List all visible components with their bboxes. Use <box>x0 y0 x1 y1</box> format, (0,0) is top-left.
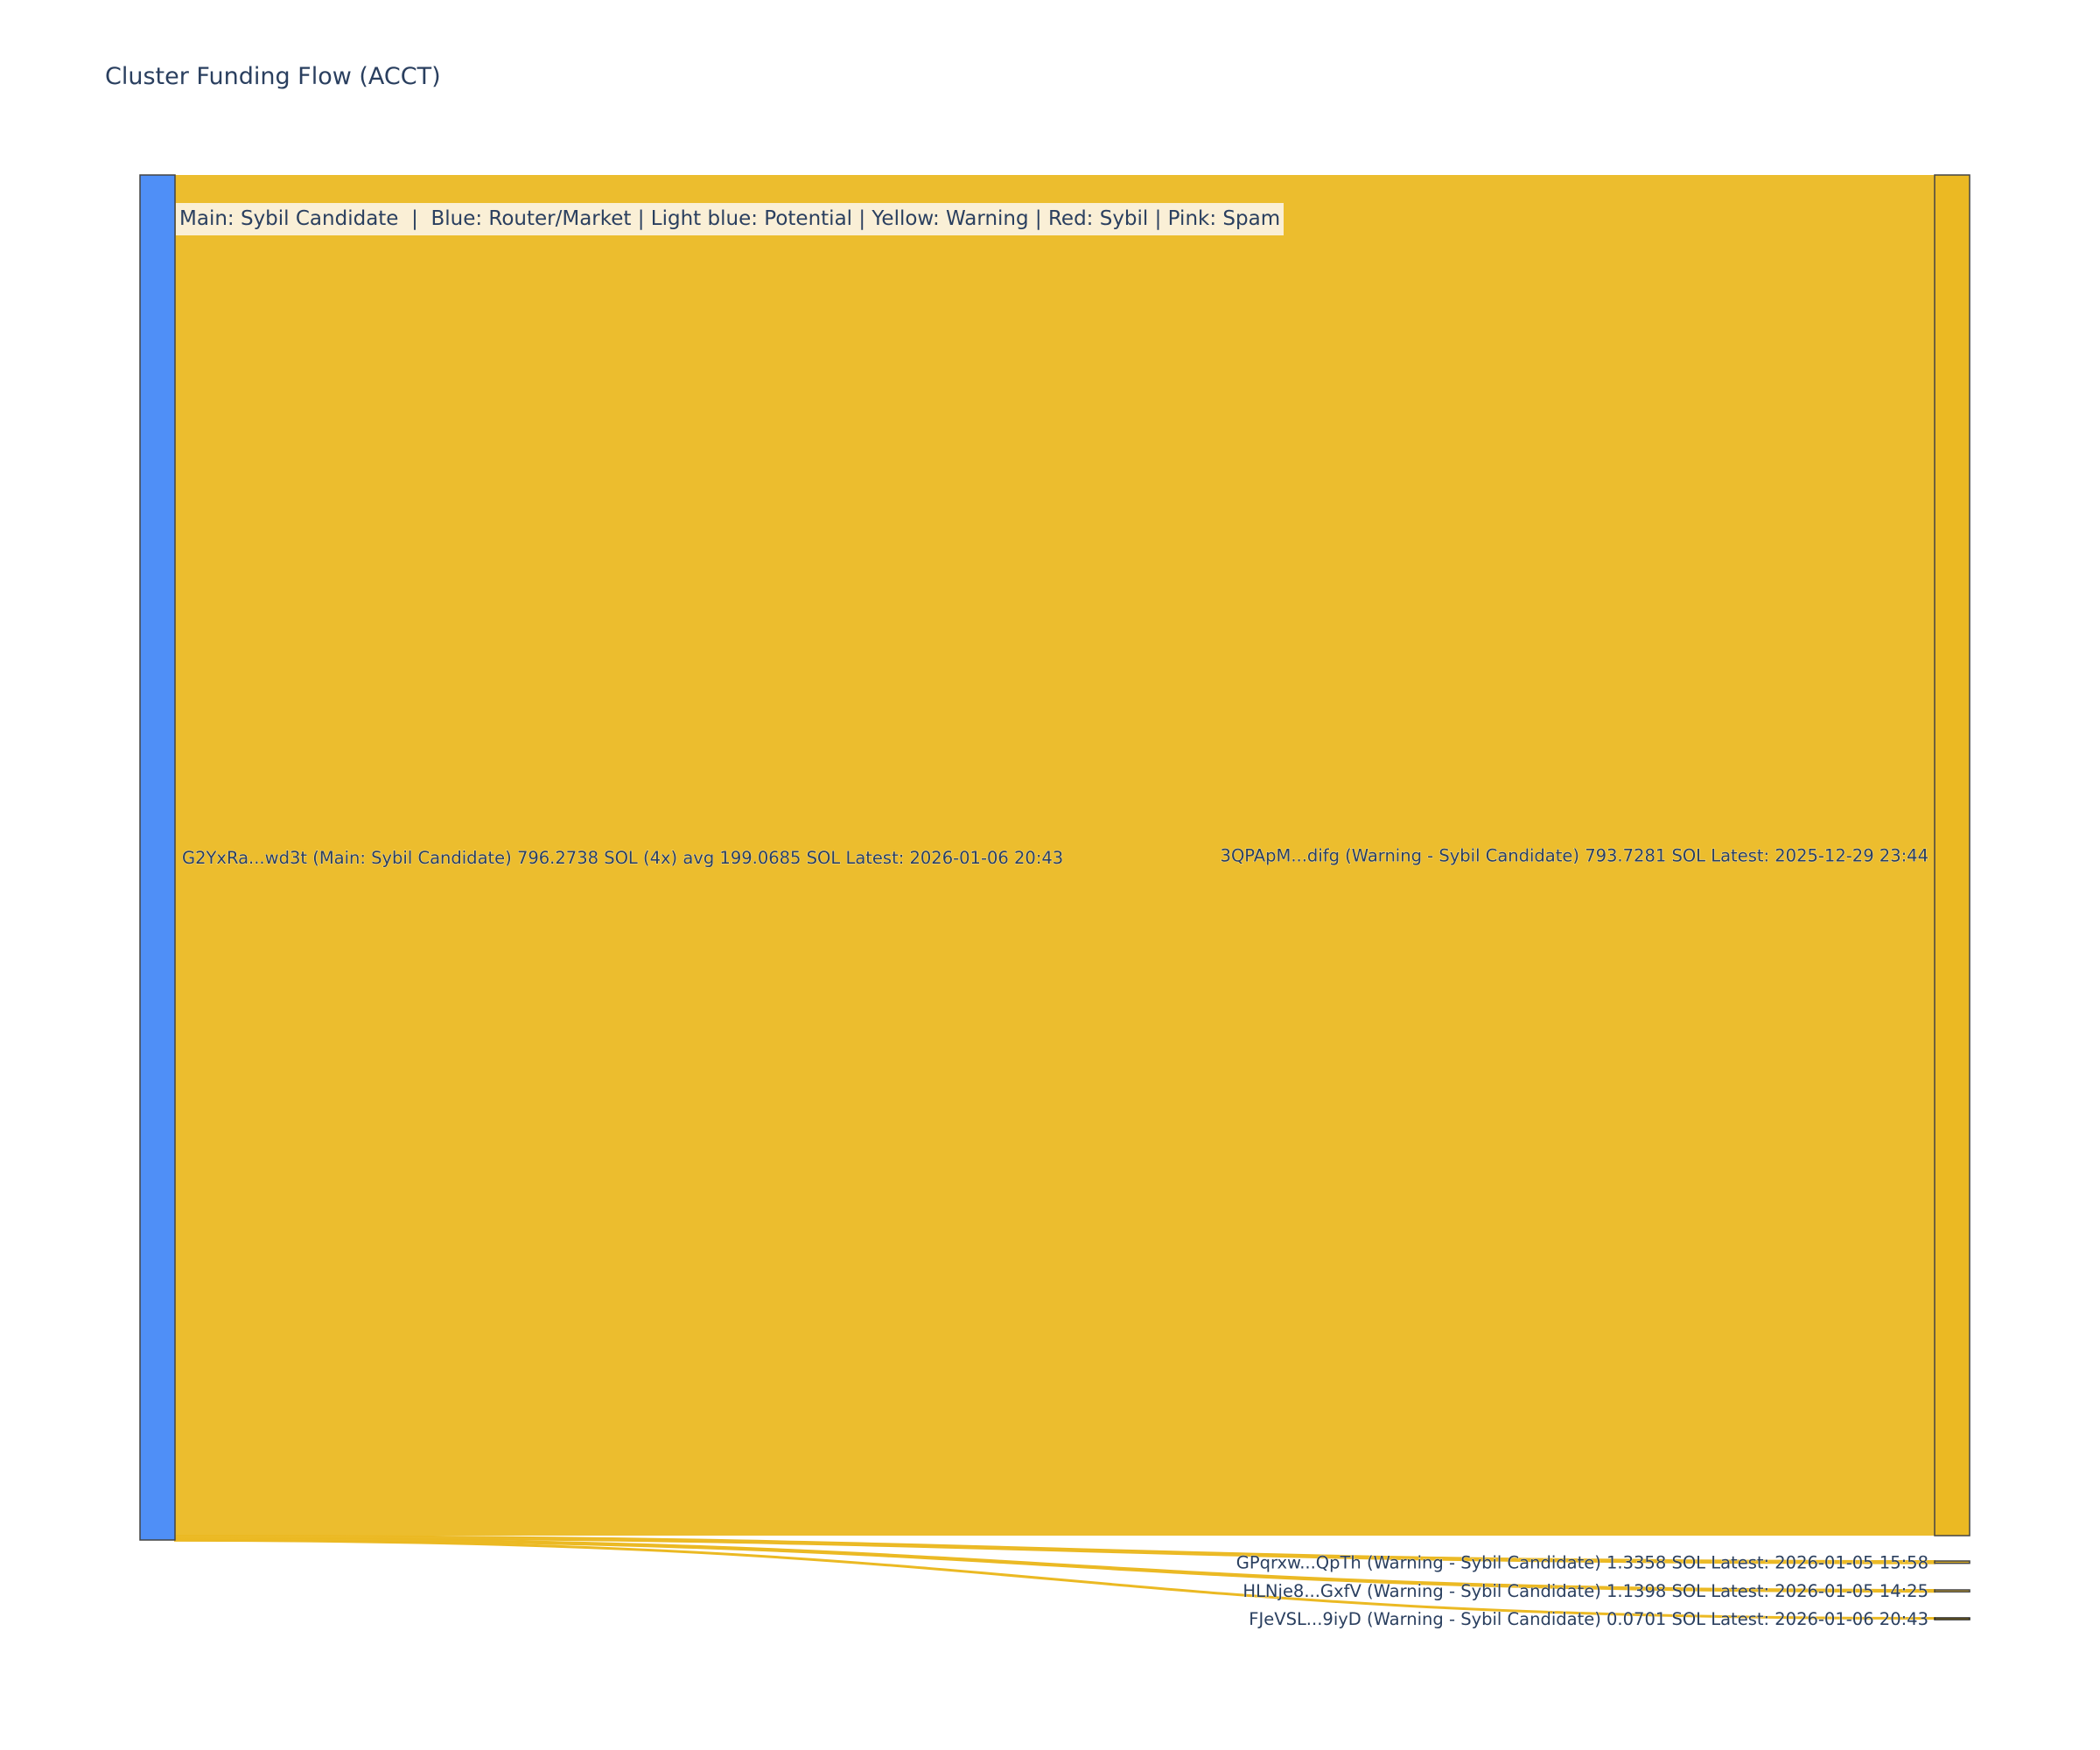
node-n3[interactable] <box>1934 1589 1970 1592</box>
node-label-n2: GPqrxw...QpTh (Warning - Sybil Candidate… <box>1236 1552 1928 1572</box>
node-n2[interactable] <box>1934 1560 1970 1564</box>
flow-link-n1[interactable] <box>175 175 1935 1536</box>
node-label-src: G2YxRa...wd3t (Main: Sybil Candidate) 79… <box>182 848 1063 868</box>
node-label-n3: HLNje8...GxfV (Warning - Sybil Candidate… <box>1242 1581 1928 1601</box>
chart-title: Cluster Funding Flow (ACCT) <box>105 63 441 90</box>
node-label-n1: 3QPApM...difg (Warning - Sybil Candidate… <box>1221 846 1928 866</box>
links <box>174 175 1936 1620</box>
node-n4[interactable] <box>1934 1617 1970 1620</box>
node-label-n4: FJeVSL...9iyD (Warning - Sybil Candidate… <box>1249 1609 1928 1629</box>
node-n1[interactable] <box>1934 174 1970 1536</box>
legend-annotation: Main: Sybil Candidate | Blue: Router/Mar… <box>176 203 1284 235</box>
node-src[interactable] <box>139 174 176 1541</box>
